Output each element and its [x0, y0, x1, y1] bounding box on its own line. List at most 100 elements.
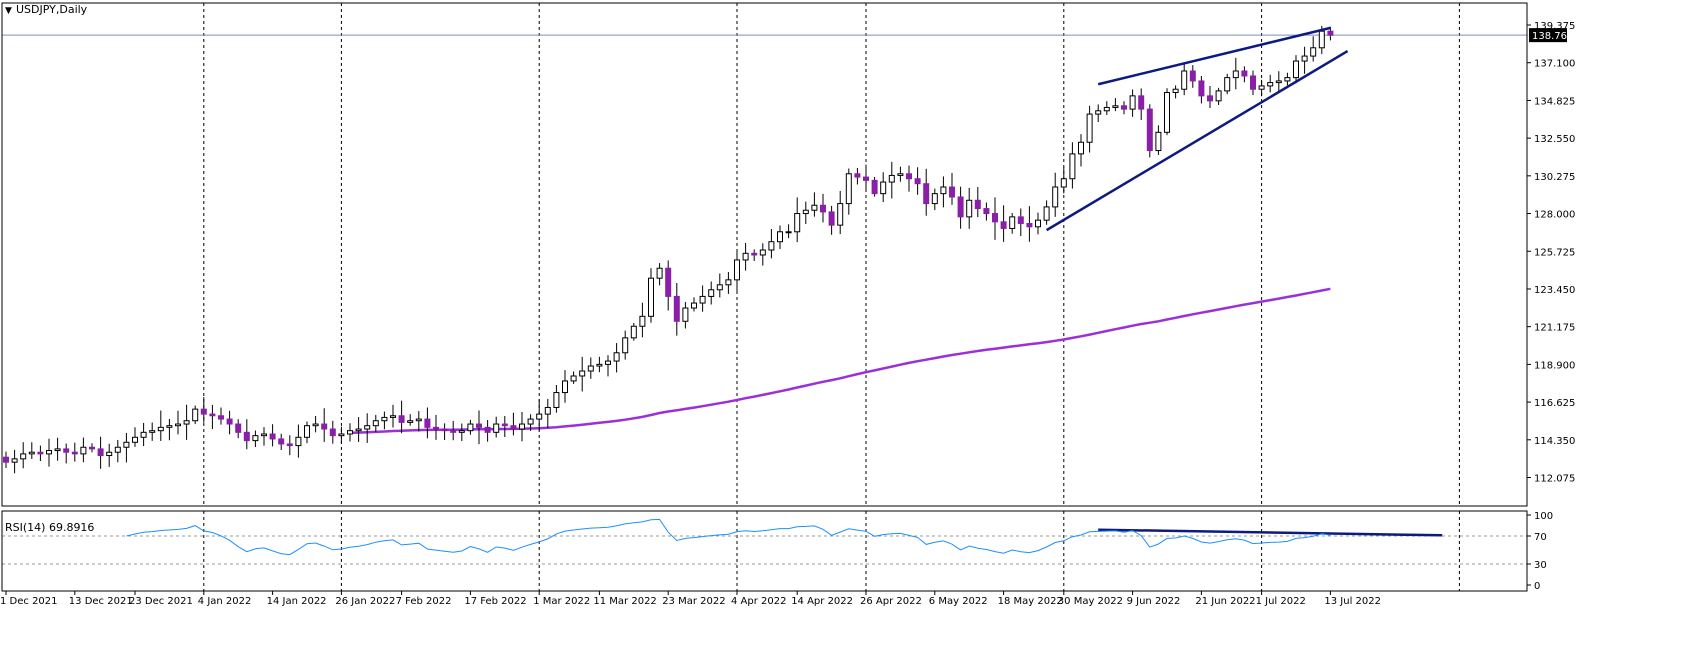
time-axis-label: 13 Jul 2022	[1324, 596, 1381, 607]
bullish-candle	[1164, 92, 1170, 133]
bullish-candle	[785, 231, 792, 234]
bearish-candle	[1017, 216, 1024, 224]
main-panel-frame	[1, 2, 1528, 507]
bullish-candle	[28, 451, 35, 455]
bullish-candle	[1224, 77, 1231, 92]
bearish-candle	[974, 199, 981, 210]
rsi-divergence-trendline[interactable]	[1098, 528, 1443, 537]
bearish-candle	[871, 179, 878, 195]
bullish-candle	[1095, 110, 1102, 115]
bullish-candle	[845, 173, 852, 205]
bullish-candle	[811, 204, 818, 211]
price-axis-label: 134.825	[1534, 96, 1575, 107]
bearish-candle	[1198, 80, 1205, 97]
time-axis-label: 14 Apr 2022	[791, 596, 853, 607]
bullish-candle	[1181, 70, 1188, 90]
bullish-candle	[630, 325, 637, 339]
bullish-candle	[1172, 88, 1179, 94]
bullish-candle	[656, 267, 663, 279]
bullish-candle	[966, 199, 973, 218]
bullish-candle	[1215, 90, 1222, 102]
bullish-candle	[1275, 80, 1282, 84]
bullish-candle	[1232, 70, 1239, 79]
bullish-candle	[1043, 206, 1050, 221]
bullish-candle	[527, 418, 534, 425]
time-axis-label: 1 Dec 2021	[0, 596, 58, 607]
bullish-candle	[622, 337, 629, 354]
bullish-candle	[20, 453, 27, 460]
bearish-candle	[983, 208, 990, 215]
time-axis-label: 4 Apr 2022	[731, 596, 786, 607]
bullish-candle	[716, 284, 723, 291]
bearish-candle	[923, 183, 930, 205]
rsi-line	[126, 518, 1331, 556]
bearish-candle	[71, 451, 78, 455]
price-axis-label: 112.075	[1534, 474, 1575, 485]
bearish-candle	[1207, 95, 1213, 102]
bullish-candle	[1267, 82, 1274, 87]
bearish-candle	[828, 211, 835, 226]
bullish-candle	[166, 425, 173, 428]
time-axis-label: 23 Mar 2022	[662, 596, 725, 607]
bullish-candle	[261, 433, 267, 437]
bullish-candle	[940, 186, 947, 195]
bullish-candle	[553, 392, 560, 408]
bullish-candle	[536, 413, 543, 420]
bullish-candle	[613, 352, 620, 362]
bullish-candle	[691, 302, 697, 309]
bearish-candle	[820, 204, 826, 213]
bullish-candle	[880, 181, 887, 195]
bearish-candle	[218, 415, 224, 420]
bearish-candle	[235, 423, 242, 433]
bullish-candle	[562, 380, 568, 394]
bearish-candle	[433, 426, 439, 430]
bullish-candle	[1069, 153, 1076, 180]
bullish-candle	[639, 315, 646, 327]
chart-title: USDJPY,Daily	[16, 3, 88, 16]
rising-wedge-lower-trendline[interactable]	[1045, 50, 1349, 232]
bullish-candle	[605, 360, 611, 365]
time-axis-label: 7 Feb 2022	[396, 596, 452, 607]
bearish-candle	[501, 423, 508, 427]
price-axis-label: 114.350	[1534, 436, 1575, 447]
time-axis-label: 6 May 2022	[929, 596, 988, 607]
bullish-candle	[157, 426, 164, 432]
bullish-candle	[734, 259, 740, 281]
time-axis-label: 26 Apr 2022	[860, 596, 922, 607]
bullish-candle	[1258, 85, 1265, 90]
rising-wedge-upper-trendline[interactable]	[1097, 26, 1331, 86]
bullish-candle	[252, 435, 259, 442]
bullish-candle	[80, 446, 87, 455]
bearish-candle	[209, 413, 216, 417]
current-price-tag[interactable]	[1529, 28, 1567, 43]
bullish-candle	[1052, 186, 1059, 208]
price-axis-label: 116.625	[1534, 398, 1575, 409]
bullish-candle	[708, 289, 715, 297]
time-axis-label: 30 May 2022	[1058, 596, 1123, 607]
collapse-arrow-icon[interactable]: ▼	[5, 6, 12, 16]
bullish-candle	[467, 423, 474, 432]
bearish-candle	[1121, 105, 1127, 110]
rsi-label: RSI(14) 69.8916	[5, 521, 94, 534]
price-axis-label: 139.375	[1534, 21, 1575, 32]
bearish-candle	[673, 295, 680, 322]
time-axis-label: 1 Jul 2022	[1256, 596, 1306, 607]
bullish-candle	[1129, 95, 1136, 110]
bullish-candle	[1310, 47, 1317, 57]
bearish-candle	[89, 446, 95, 450]
trendline-layer[interactable]	[1045, 26, 1443, 537]
price-axis-label: 123.450	[1534, 285, 1575, 296]
bearish-candle	[1138, 95, 1145, 110]
bearish-candle	[1189, 70, 1196, 82]
time-axis-label: 9 Jun 2022	[1127, 596, 1181, 607]
bullish-candle	[132, 436, 138, 443]
time-axis-label: 23 Dec 2021	[129, 596, 193, 607]
bearish-candle	[906, 173, 912, 180]
rsi-axis-label: 100	[1534, 511, 1553, 522]
bullish-candle	[364, 425, 371, 430]
bullish-candle	[140, 431, 147, 438]
bullish-candle	[183, 420, 190, 425]
